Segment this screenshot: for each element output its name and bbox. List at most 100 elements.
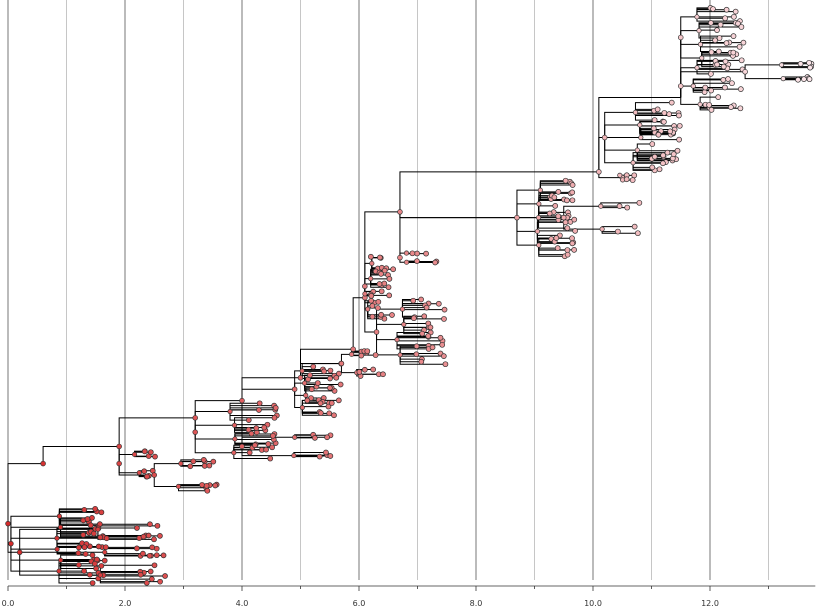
tree-node: [797, 61, 804, 67]
tree-node: [377, 254, 383, 261]
tree-branch: [234, 425, 257, 429]
tree-node: [327, 375, 333, 382]
tree-branch: [604, 137, 638, 151]
tree-node: [722, 58, 729, 65]
tree-node: [152, 453, 158, 460]
tree-node: [81, 506, 88, 513]
tree-node: [551, 194, 558, 201]
tree-branch: [7, 523, 20, 553]
tree-node: [308, 386, 315, 393]
tree-node: [40, 460, 46, 467]
tree-node: [397, 209, 403, 215]
tree-node: [390, 266, 397, 273]
tree-node: [601, 134, 608, 141]
tree-branch: [598, 137, 605, 172]
tree-branch: [118, 446, 155, 476]
tree-node: [206, 462, 213, 469]
tree-node: [141, 448, 148, 455]
tree-node: [192, 429, 198, 435]
tree-node: [335, 397, 342, 404]
tree-node: [175, 483, 182, 490]
tree-node: [667, 128, 674, 135]
x-axis: 0.0 2.0 4.0 6.0 8.0 10.0 12.0: [2, 585, 816, 608]
tree-node: [91, 560, 98, 567]
tree-node: [91, 530, 97, 537]
tree-node: [149, 544, 156, 551]
tree-node: [231, 450, 237, 456]
tree-node: [376, 281, 383, 287]
tree-node: [312, 434, 318, 441]
tree-nodes: [5, 5, 815, 586]
tree-branch: [19, 528, 98, 553]
tree-node: [708, 107, 715, 113]
tree-branch: [399, 171, 599, 212]
tree-node: [731, 13, 737, 20]
tree-node: [361, 366, 368, 373]
tree-node: [297, 375, 304, 381]
tree-node: [725, 76, 731, 82]
tree-node: [291, 386, 298, 392]
tree-node: [373, 329, 380, 335]
tree-node: [87, 571, 93, 578]
tree-node: [370, 366, 377, 373]
tree-branch: [396, 339, 429, 350]
tree-node: [737, 105, 744, 112]
x-tick-label: 4.0: [236, 599, 249, 608]
tree-branch: [234, 433, 275, 440]
tree-branch: [680, 16, 697, 38]
tree-node: [369, 260, 375, 266]
tree-node: [694, 14, 700, 20]
tree-node: [381, 267, 388, 274]
tree-node: [634, 147, 640, 153]
tree-node: [76, 544, 82, 551]
tree-node: [649, 141, 656, 147]
tree-node: [708, 87, 715, 94]
tree-node: [187, 463, 194, 470]
tree-branch: [118, 417, 196, 447]
tree-node: [378, 270, 384, 277]
tree-branch: [118, 463, 140, 474]
tree-node: [668, 99, 675, 106]
tree-node: [368, 297, 374, 304]
tree-node: [87, 522, 94, 529]
tree-node: [399, 306, 406, 312]
tree-node: [623, 176, 630, 183]
tree-node: [102, 549, 108, 555]
tree-node: [316, 453, 323, 460]
tree-node: [712, 37, 718, 44]
tree-node: [732, 8, 739, 15]
tree-node: [427, 324, 434, 331]
tree-node: [409, 250, 416, 257]
tree-node: [84, 516, 91, 522]
tree-node: [779, 62, 785, 68]
tree-node: [97, 572, 103, 578]
x-tick-label: 10.0: [584, 599, 602, 608]
tree-node: [203, 482, 210, 489]
tree-node: [75, 550, 82, 557]
tree-node: [670, 151, 677, 158]
tree-node: [323, 449, 329, 456]
tree-node: [134, 525, 140, 531]
tree-branch: [536, 221, 566, 232]
tree-node: [555, 213, 562, 220]
tree-node: [562, 177, 569, 184]
tree-node: [569, 240, 576, 247]
tree-node: [210, 458, 217, 465]
tree-node: [569, 182, 576, 188]
tree-node: [151, 472, 158, 478]
x-tick-label: 2.0: [119, 599, 132, 608]
tree-node: [560, 214, 567, 221]
tree-node: [362, 291, 368, 297]
tree-node: [699, 55, 705, 61]
tree-branch: [516, 217, 539, 246]
tree-node: [432, 259, 438, 266]
tree-node: [140, 550, 146, 557]
tree-branch: [680, 71, 746, 98]
tree-branch: [744, 71, 784, 80]
tree-node: [571, 247, 577, 253]
tree-node: [137, 571, 144, 578]
tree-node: [660, 152, 666, 159]
tree-branch: [104, 548, 157, 553]
tree-node: [649, 164, 656, 171]
tree-branch: [241, 436, 295, 447]
